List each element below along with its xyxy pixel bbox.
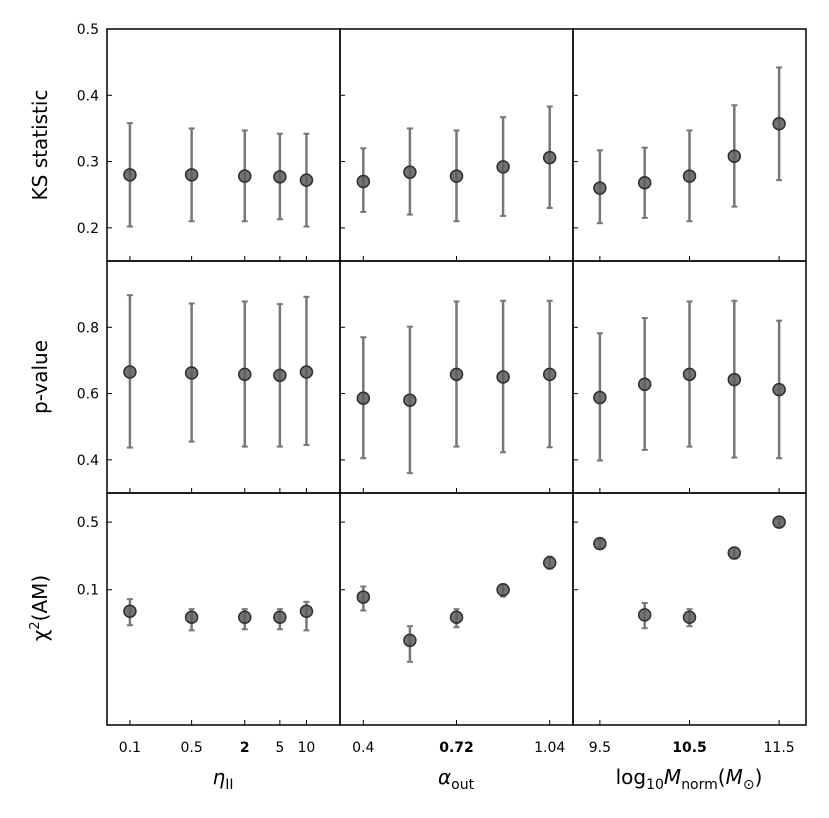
x-tick-label: 11.5 [764, 740, 795, 756]
col-label-eta: ηII [213, 765, 234, 793]
x-tick-label: 1.04 [534, 740, 565, 756]
data-point [184, 168, 199, 182]
y-tick-label: 0.3 [77, 155, 99, 171]
data-point [449, 169, 464, 183]
panel-r2-c0: 0.1 0.5 0.1 0.5 2 5 10 [77, 492, 341, 756]
data-point [123, 168, 137, 182]
data-point [496, 160, 510, 174]
data-point [727, 372, 742, 387]
data-point [299, 173, 314, 187]
data-point [593, 181, 607, 195]
col-label-alpha: αout [438, 765, 475, 793]
row-label-pvalue: p-value [28, 340, 52, 414]
data-point [449, 367, 464, 382]
y-tick-label: 0.5 [77, 515, 99, 531]
row-label-chi2: χ2(AM) [28, 575, 52, 641]
data-point [403, 633, 417, 648]
y-tick-label: 0.1 [77, 583, 99, 599]
x-tick-label: 5 [275, 740, 284, 756]
column-labels: ηII αout log10Mnorm(M⊙) [213, 765, 763, 793]
x-tick-label: 10 [298, 740, 316, 756]
y-tick-label: 0.2 [77, 221, 99, 237]
data-point [593, 536, 607, 551]
y-tick-label: 0.6 [77, 387, 99, 403]
panel-r0-c0: 0.2 0.3 0.4 0.5 [77, 22, 341, 262]
data-point [449, 610, 464, 624]
panel-r2-c1: 0.4 0.72 1.04 [339, 492, 574, 756]
data-point [637, 377, 652, 392]
data-point [727, 149, 742, 164]
panel-r1-c1 [339, 260, 574, 494]
x-tick-label: 2 [240, 740, 250, 756]
x-tick-label: 9.5 [589, 740, 611, 756]
x-tick-label: 0.1 [119, 740, 141, 756]
row-labels: KS statistic p-value χ2(AM) [28, 90, 52, 642]
x-tick-label: 10.5 [672, 740, 707, 756]
data-point [542, 367, 557, 382]
data-point [356, 590, 371, 604]
data-point [123, 604, 137, 618]
data-point [184, 610, 199, 624]
x-tick-label: 0.5 [180, 740, 202, 756]
panel-grid: 0.2 0.3 0.4 0.5 0.4 0.6 0.8 0.1 0.5 0.1 0.5 2 5 10 0.4… [77, 22, 807, 756]
data-point [542, 556, 557, 570]
panel-r0-c1 [339, 28, 574, 262]
data-point [356, 391, 371, 405]
col-label-mnorm: log10Mnorm(M⊙) [616, 765, 763, 793]
data-point [299, 604, 314, 618]
x-tick-label: 0.72 [439, 740, 474, 756]
data-point [772, 382, 786, 397]
data-point [356, 174, 371, 189]
data-point [682, 169, 697, 183]
panel-r1-c0: 0.4 0.6 0.8 [77, 260, 341, 494]
data-point [237, 169, 252, 183]
x-tick-label: 0.4 [352, 740, 374, 756]
panel-r1-c2 [572, 260, 807, 494]
data-point [403, 165, 417, 179]
data-point [184, 366, 199, 380]
data-point [273, 170, 287, 184]
panel-r2-c2: 9.5 10.5 11.5 [572, 492, 807, 756]
row-label-ks: KS statistic [28, 90, 52, 201]
y-tick-label: 0.4 [77, 453, 99, 469]
data-point [727, 546, 742, 560]
y-tick-label: 0.8 [77, 320, 99, 336]
panel-r0-c2 [572, 28, 807, 262]
data-point [496, 370, 510, 384]
data-point [237, 610, 252, 624]
data-point [637, 176, 652, 190]
data-point [237, 367, 252, 382]
data-point [542, 150, 557, 165]
y-tick-label: 0.5 [77, 22, 99, 38]
data-point [496, 582, 510, 597]
data-point [682, 610, 697, 624]
data-point [637, 608, 652, 622]
data-point [682, 367, 697, 382]
data-point [273, 368, 287, 383]
data-point [123, 365, 137, 379]
data-point [772, 117, 786, 131]
data-point [403, 393, 417, 407]
data-point [593, 390, 607, 405]
y-tick-label: 0.4 [77, 88, 99, 104]
data-point [299, 365, 314, 379]
data-point [772, 515, 786, 529]
data-point [273, 610, 287, 624]
